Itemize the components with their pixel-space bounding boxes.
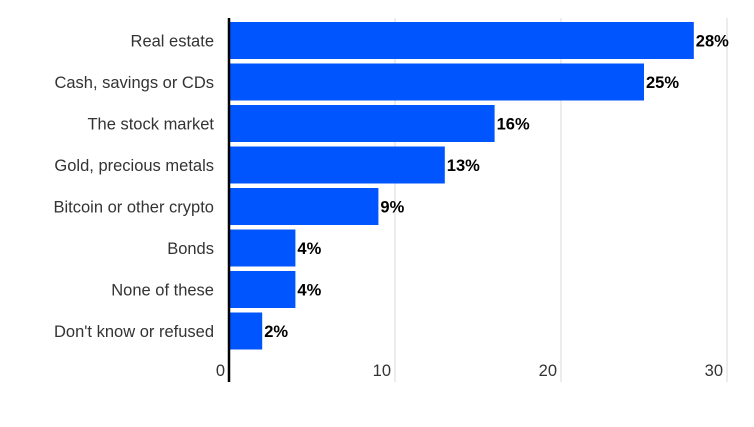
bar-5 <box>229 188 379 225</box>
category-label-5: Bitcoin or other crypto <box>54 199 215 217</box>
category-label-3: The stock market <box>87 116 214 134</box>
bar-4 <box>229 146 445 184</box>
category-label-4: Gold, precious metals <box>54 157 214 175</box>
bars <box>229 22 694 350</box>
bar-7 <box>229 271 296 308</box>
data-label-2: 25% <box>646 74 679 92</box>
bar-1 <box>229 22 694 59</box>
category-label-1: Real estate <box>131 33 214 51</box>
data-label-8: 2% <box>264 323 288 341</box>
category-label-6: Bonds <box>167 240 214 258</box>
data-label-3: 16% <box>497 116 530 134</box>
data-label-5: 9% <box>380 199 404 217</box>
bar-2 <box>229 63 644 101</box>
bar-6 <box>229 229 296 267</box>
bar-8 <box>229 312 263 350</box>
x-tick-label-0: 0 <box>216 362 225 380</box>
data-label-4: 13% <box>447 157 480 175</box>
x-tick-label-10: 10 <box>373 362 391 380</box>
category-label-2: Cash, savings or CDs <box>54 74 214 92</box>
data-label-7: 4% <box>297 282 321 300</box>
x-tick-label-30: 30 <box>705 362 723 380</box>
data-label-6: 4% <box>297 240 321 258</box>
data-label-1: 28% <box>696 33 729 51</box>
x-tick-label-20: 20 <box>539 362 557 380</box>
bar-3 <box>229 105 495 142</box>
labels: 0 10 20 30 Real estate 28% Cash, savings or CD… <box>54 33 730 381</box>
category-label-8: Don't know or refused <box>54 323 214 341</box>
category-label-7: None of these <box>111 282 214 300</box>
